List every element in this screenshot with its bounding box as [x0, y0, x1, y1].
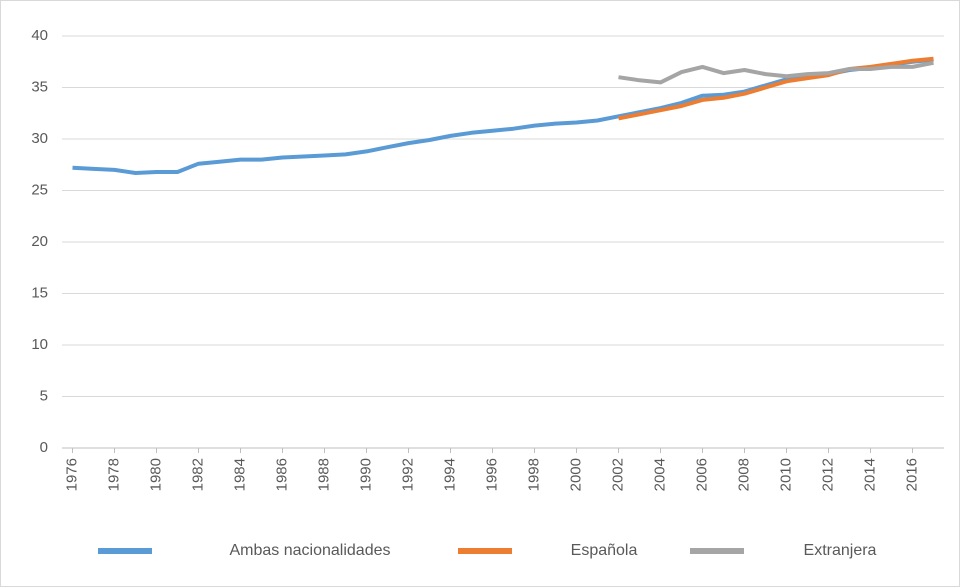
x-tick-label: 2002 [609, 458, 626, 491]
x-tick-label: 1996 [483, 458, 500, 491]
x-tick-label: 1988 [315, 458, 332, 491]
series-line [618, 56, 934, 121]
legend-label: Extranjera [804, 542, 877, 559]
legend-label: Ambas nacionalidades [230, 542, 391, 559]
x-tick-label: 1986 [273, 458, 290, 491]
x-tick-label: 1980 [147, 458, 164, 491]
y-tick-label: 20 [31, 233, 48, 250]
x-tick-label: 1976 [63, 458, 80, 491]
series-line [618, 60, 934, 85]
x-tick-label: 2008 [735, 458, 752, 491]
y-tick-label: 0 [40, 439, 48, 456]
y-tick-label: 10 [31, 336, 48, 353]
x-tick-label: 2016 [903, 458, 920, 491]
y-tick-label: 30 [31, 130, 48, 147]
x-tick-label: 1978 [105, 458, 122, 491]
y-tick-label: 25 [31, 181, 48, 198]
x-tick-label: 1990 [357, 458, 374, 491]
x-tick-label: 1994 [441, 458, 458, 491]
x-tick-label: 2012 [819, 458, 836, 491]
legend-label: Española [571, 542, 638, 559]
y-tick-label: 35 [31, 78, 48, 95]
y-tick-label: 40 [31, 27, 48, 44]
x-tick-label: 2014 [861, 458, 878, 491]
x-tick-label: 1992 [399, 458, 416, 491]
x-tick-label: 2010 [777, 458, 794, 491]
x-tick-label: 2006 [693, 458, 710, 491]
x-tick-label: 1984 [231, 458, 248, 491]
y-tick-label: 15 [31, 284, 48, 301]
x-tick-label: 2000 [567, 458, 584, 491]
y-tick-label: 5 [40, 387, 48, 404]
x-tick-label: 2004 [651, 458, 668, 491]
x-tick-label: 1998 [525, 458, 542, 491]
x-tick-label: 1982 [189, 458, 206, 491]
